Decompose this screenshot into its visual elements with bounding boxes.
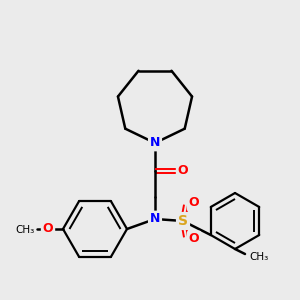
Text: O: O bbox=[189, 232, 199, 245]
Text: O: O bbox=[178, 164, 188, 178]
Text: CH₃: CH₃ bbox=[16, 225, 35, 235]
Text: S: S bbox=[178, 214, 188, 228]
Text: O: O bbox=[189, 196, 199, 209]
Text: O: O bbox=[43, 223, 53, 236]
Text: N: N bbox=[150, 212, 160, 226]
Text: N: N bbox=[150, 136, 160, 149]
Text: CH₃: CH₃ bbox=[249, 252, 268, 262]
